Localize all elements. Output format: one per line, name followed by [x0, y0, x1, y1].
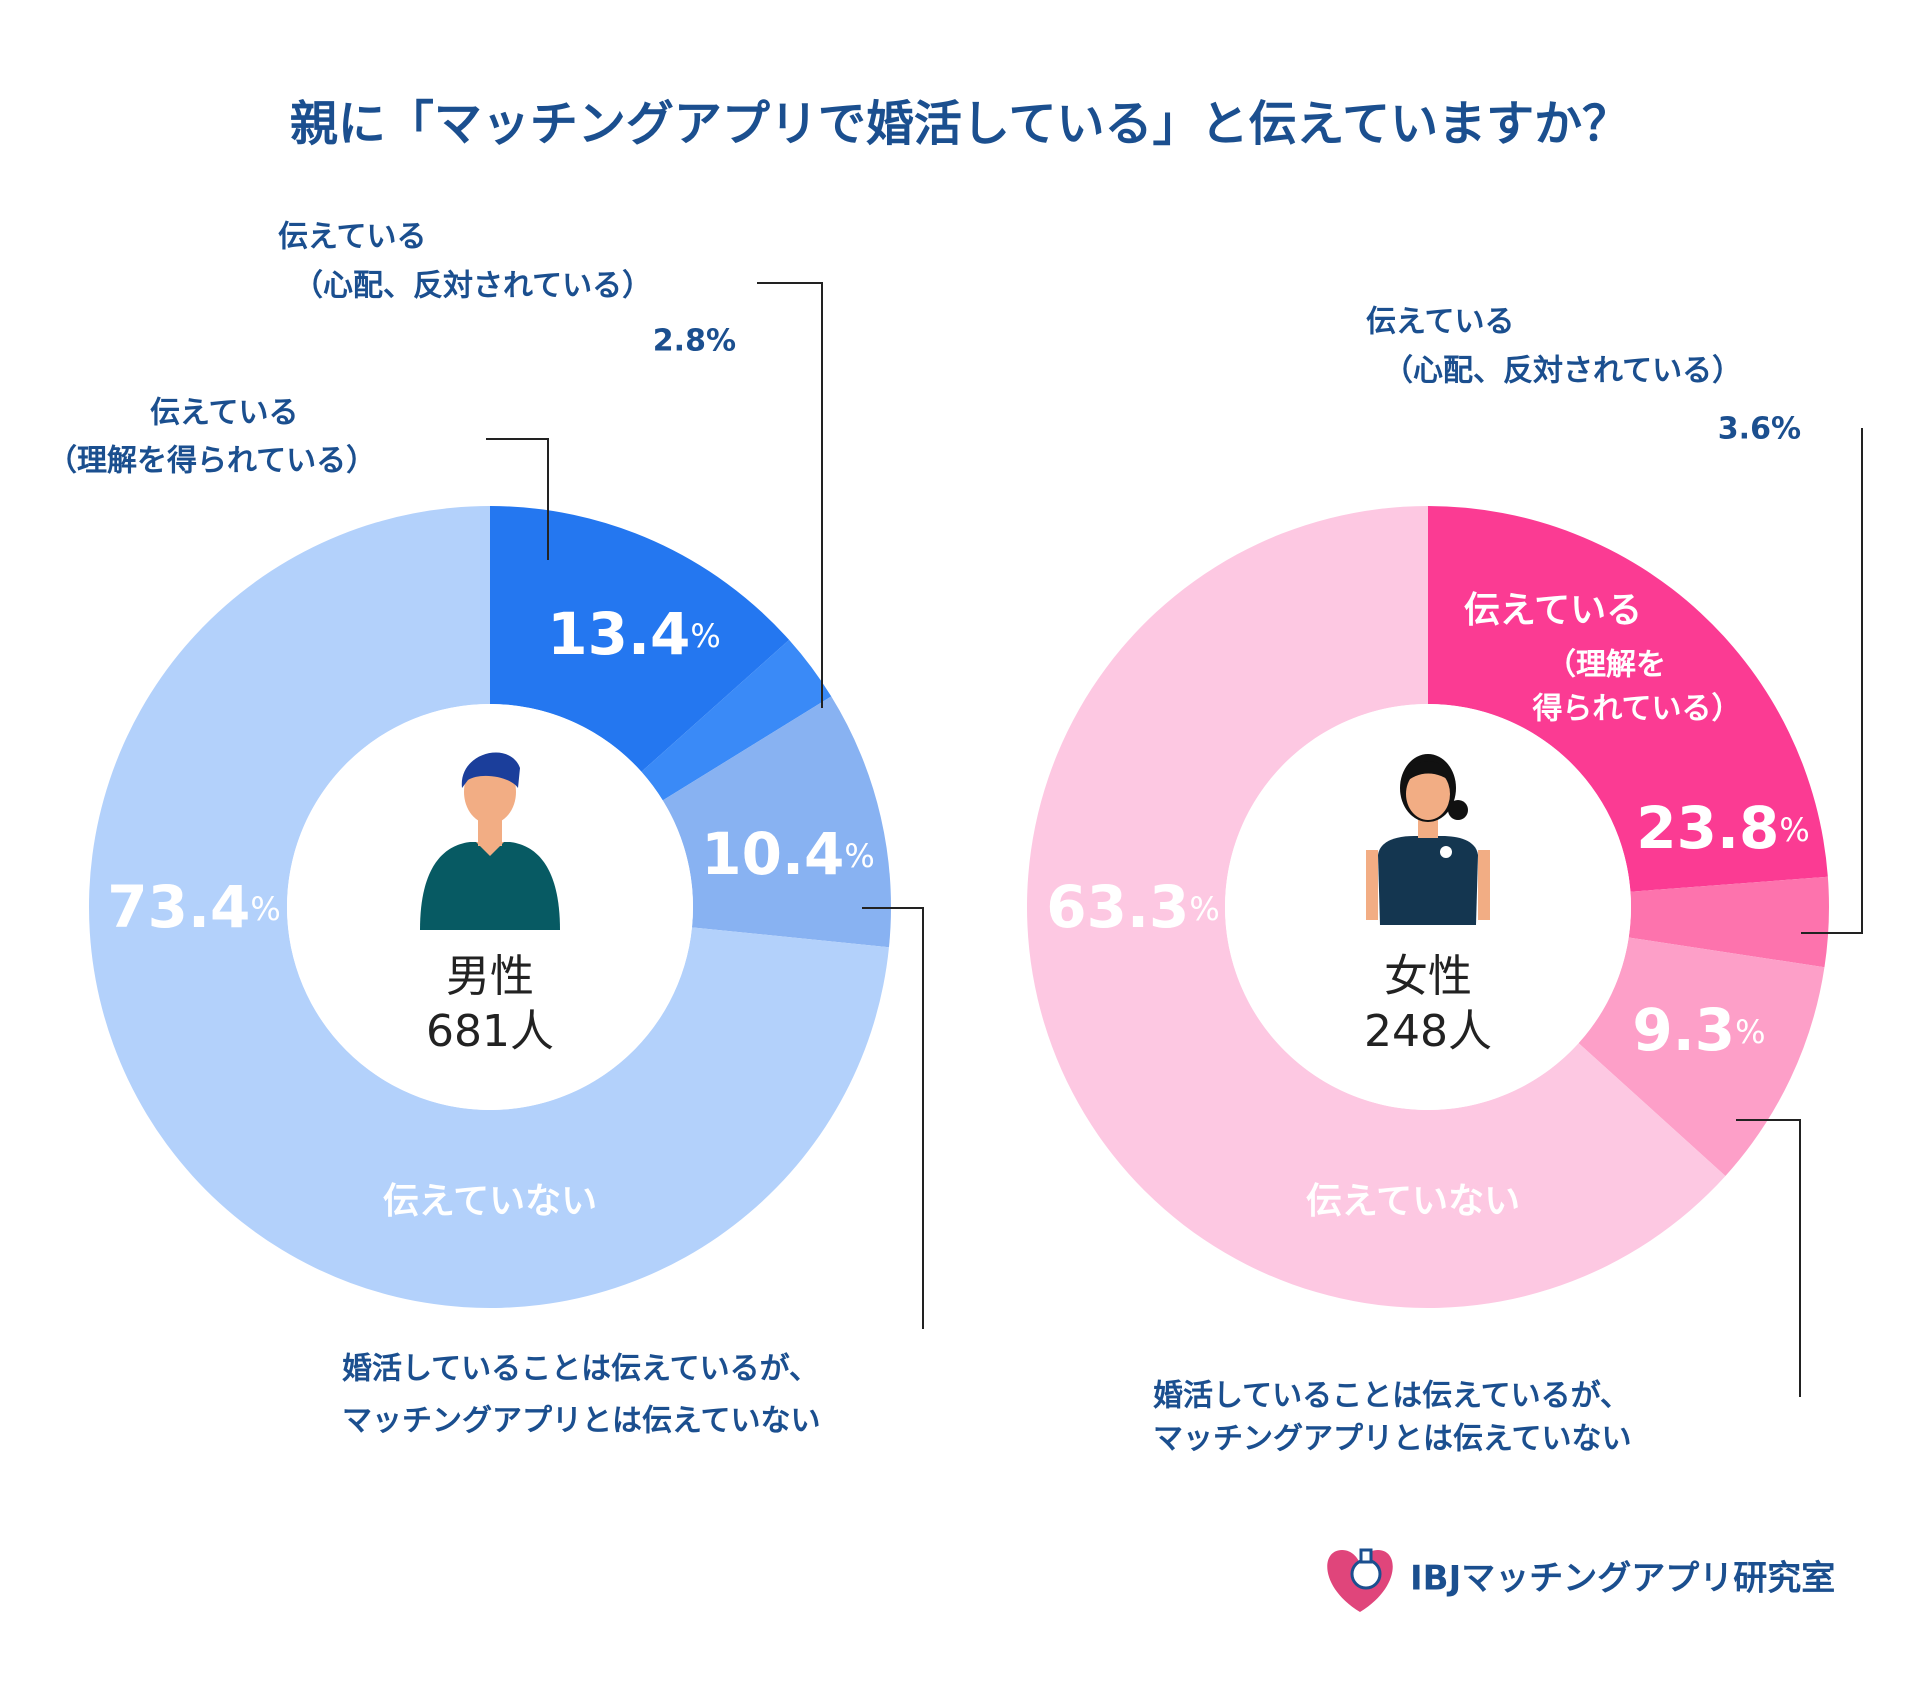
- donut-segment: [662, 696, 892, 948]
- category-label: 伝えていない: [383, 1181, 597, 1222]
- leader-line: [1736, 1119, 1801, 1397]
- category-label: 伝えている: [150, 396, 299, 431]
- value-label: 3.6%: [1718, 412, 1801, 447]
- leader-line: [1801, 428, 1863, 934]
- category-label: 伝えていない: [1306, 1181, 1520, 1222]
- leader-line: [486, 438, 549, 560]
- category-label: 伝えている: [278, 220, 427, 255]
- leader-line: [757, 282, 823, 708]
- leader-line: [862, 907, 924, 1329]
- donut-segment: [1428, 506, 1828, 892]
- category-label: マッチングアプリとは伝えていない: [1153, 1422, 1632, 1457]
- center-label: 男性: [446, 951, 534, 1002]
- value-unit: %: [1189, 890, 1219, 928]
- donut-segment: [641, 639, 832, 801]
- donuts: 男性681人13.4%伝えている（理解を得られている）2.8%伝えている（心配、…: [47, 220, 1863, 1457]
- category-label: （理解を: [1546, 648, 1666, 683]
- male-icon: [420, 752, 560, 930]
- value-number: 10.4: [701, 820, 844, 888]
- value-label: 13.4%: [547, 600, 721, 668]
- category-label: （心配、反対されている）: [293, 269, 652, 304]
- category-label: （理解を得られている）: [47, 444, 376, 479]
- chart-title: 親に「マッチングアプリで婚活している」と伝えていますか？: [290, 96, 1630, 152]
- category-label: （心配、反対されている）: [1383, 354, 1742, 389]
- value-label: 23.8%: [1636, 794, 1810, 862]
- value-label: 10.4%: [701, 820, 875, 888]
- center-count: 248人: [1364, 1006, 1492, 1057]
- value-label: 73.4%: [107, 873, 281, 941]
- donut-segment: [1578, 937, 1825, 1176]
- category-label: 得られている）: [1531, 692, 1741, 727]
- value-number: 13.4: [547, 600, 690, 668]
- value-unit: %: [1735, 1013, 1765, 1051]
- value-unit: %: [844, 837, 874, 875]
- value-label: 2.8%: [653, 324, 736, 359]
- value-number: 9.3: [1632, 996, 1735, 1064]
- donut-segment: [490, 506, 790, 772]
- female-icon: [1366, 754, 1490, 925]
- center-label: 女性: [1384, 951, 1472, 1002]
- category-label: 伝えている: [1366, 305, 1515, 340]
- donut-segment: [1628, 876, 1830, 968]
- logo-icon: [1327, 1548, 1393, 1612]
- category-label: マッチングアプリとは伝えていない: [342, 1404, 821, 1439]
- value-number: 73.4: [107, 873, 250, 941]
- category-label: 婚活していることは伝えているが、: [342, 1352, 819, 1387]
- donut-segment: [89, 506, 889, 1308]
- center-count: 681人: [426, 1006, 554, 1057]
- category-label: 伝えている: [1464, 590, 1642, 631]
- logo-text: IBJマッチングアプリ研究室: [1410, 1559, 1835, 1599]
- value-label: 63.3%: [1046, 873, 1220, 941]
- donut-segment: [1027, 506, 1726, 1308]
- value-label: 9.3%: [1632, 996, 1765, 1064]
- value-number: 63.3: [1046, 873, 1189, 941]
- category-label: 婚活していることは伝えているが、: [1153, 1379, 1630, 1414]
- value-unit: %: [250, 890, 280, 928]
- value-unit: %: [690, 617, 720, 655]
- value-number: 23.8: [1636, 794, 1779, 862]
- value-unit: %: [1779, 811, 1809, 849]
